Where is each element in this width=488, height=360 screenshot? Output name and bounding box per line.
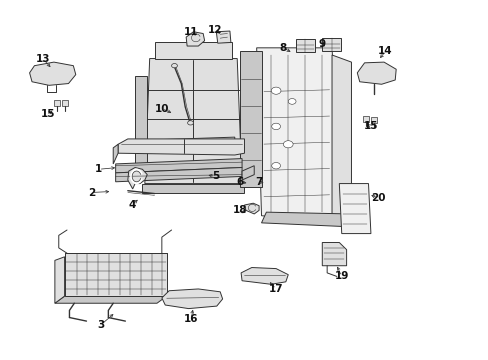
Text: 3: 3: [97, 320, 104, 330]
Polygon shape: [322, 38, 340, 51]
Polygon shape: [135, 76, 147, 180]
Polygon shape: [154, 42, 232, 59]
Polygon shape: [116, 167, 242, 182]
Text: 7: 7: [255, 177, 262, 187]
Text: 17: 17: [268, 284, 283, 294]
Polygon shape: [116, 158, 242, 173]
Polygon shape: [241, 267, 287, 284]
Polygon shape: [322, 243, 346, 266]
Text: 10: 10: [154, 104, 169, 113]
Polygon shape: [61, 100, 67, 107]
Polygon shape: [64, 253, 166, 296]
Polygon shape: [256, 48, 341, 223]
Text: 15: 15: [363, 121, 377, 131]
Polygon shape: [339, 184, 370, 234]
Polygon shape: [162, 289, 222, 309]
Circle shape: [283, 141, 292, 148]
Text: 13: 13: [36, 54, 50, 64]
Text: 18: 18: [232, 205, 246, 215]
Polygon shape: [30, 62, 76, 85]
Text: 15: 15: [40, 109, 55, 119]
Text: 5: 5: [211, 171, 219, 181]
Text: 16: 16: [183, 314, 198, 324]
Circle shape: [271, 87, 281, 94]
Circle shape: [271, 123, 280, 130]
Polygon shape: [331, 55, 351, 216]
Polygon shape: [55, 296, 166, 303]
Circle shape: [271, 162, 280, 169]
Polygon shape: [127, 167, 147, 189]
Polygon shape: [261, 212, 348, 226]
Polygon shape: [370, 117, 376, 123]
Text: 4: 4: [128, 200, 135, 210]
Polygon shape: [239, 51, 261, 187]
Text: 1: 1: [95, 164, 102, 174]
Text: 8: 8: [279, 43, 286, 53]
Text: 6: 6: [236, 177, 243, 187]
Text: 9: 9: [318, 39, 325, 49]
Text: 2: 2: [87, 188, 95, 198]
Text: 19: 19: [334, 271, 348, 282]
Text: 20: 20: [370, 193, 385, 203]
Polygon shape: [295, 39, 314, 52]
Polygon shape: [363, 116, 368, 122]
Polygon shape: [242, 166, 254, 180]
Text: 11: 11: [183, 27, 198, 37]
Polygon shape: [357, 62, 395, 84]
Polygon shape: [142, 184, 244, 193]
Circle shape: [187, 121, 193, 125]
Polygon shape: [244, 203, 259, 214]
Polygon shape: [55, 257, 64, 303]
Text: 12: 12: [208, 25, 222, 35]
Polygon shape: [113, 144, 118, 164]
Text: 14: 14: [377, 46, 392, 57]
Polygon shape: [186, 32, 204, 46]
Circle shape: [287, 99, 295, 104]
Polygon shape: [144, 59, 242, 184]
Polygon shape: [216, 31, 230, 43]
Polygon shape: [118, 139, 244, 155]
Circle shape: [171, 64, 177, 68]
Polygon shape: [127, 137, 234, 146]
Polygon shape: [54, 100, 60, 107]
Polygon shape: [64, 253, 166, 257]
